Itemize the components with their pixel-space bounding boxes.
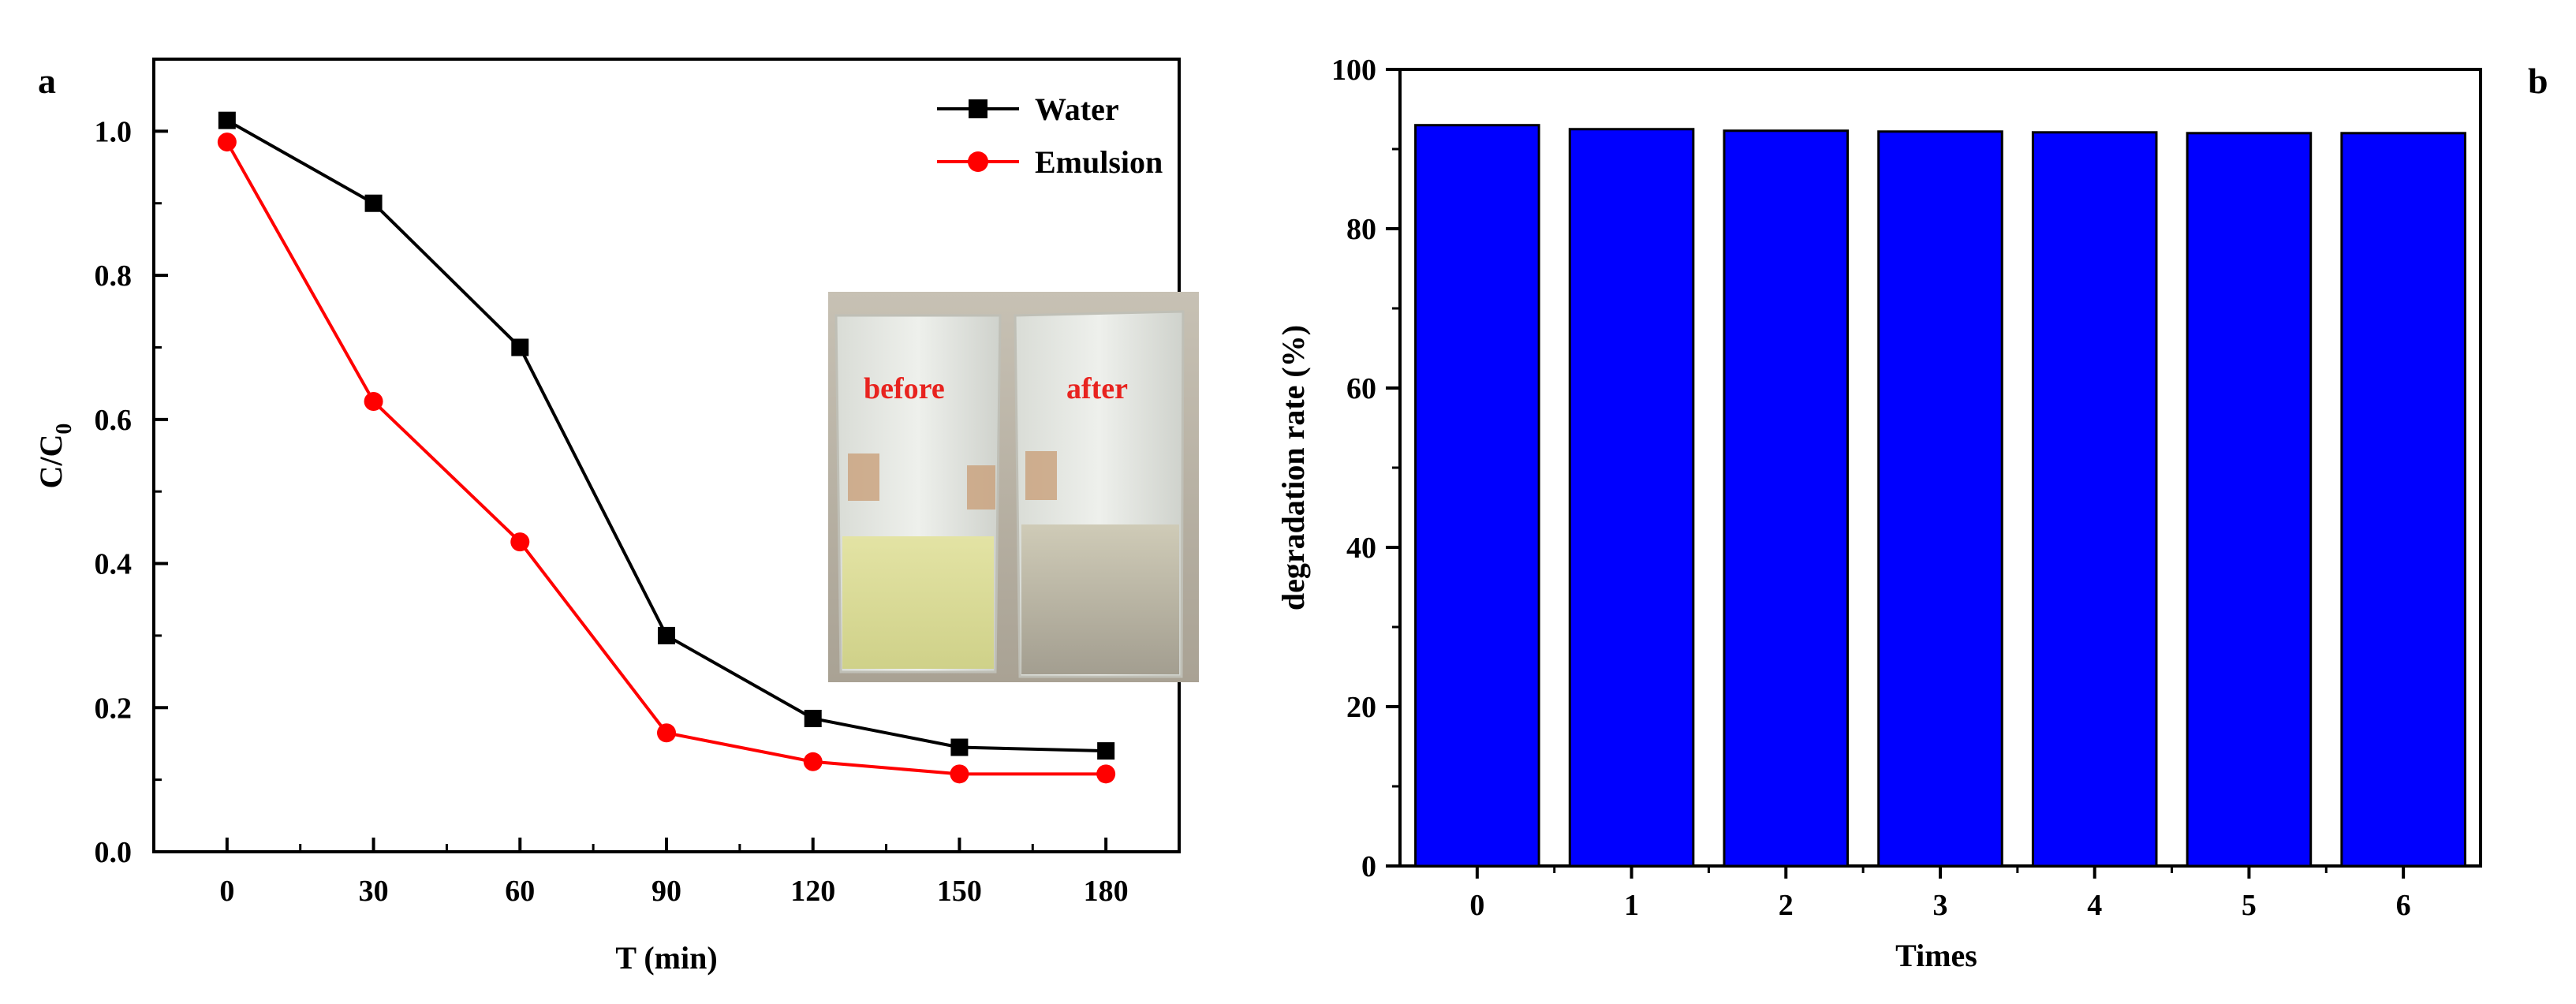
data-point-water (511, 338, 529, 356)
bar-0 (1414, 124, 1540, 868)
x-tick-label-a: 60 (505, 875, 535, 908)
x-tick-label-a: 150 (937, 875, 982, 908)
data-point-water (364, 194, 383, 212)
liquid-before (842, 536, 994, 669)
data-point-emulsion (1096, 764, 1116, 784)
y-axis-title-a: C/C0 (33, 424, 77, 489)
bar-1 (1568, 128, 1695, 868)
panel-label-b: b (2528, 61, 2548, 101)
y-tick-label-b: 60 (1346, 372, 1376, 405)
data-point-water (1097, 742, 1115, 760)
y-tick-label-b: 0 (1361, 850, 1376, 883)
y-tick-label-a: 0.0 (95, 836, 133, 869)
x-tick-label-a: 30 (359, 875, 389, 908)
bar-6 (2340, 132, 2466, 868)
x-tick-label-a: 0 (219, 875, 234, 908)
x-axis-title-b: Times (1895, 938, 1977, 973)
legend-marker-emulsion (968, 151, 988, 172)
y-tick-label-b: 20 (1346, 691, 1376, 724)
data-point-emulsion (364, 391, 383, 411)
x-tick-label-a: 180 (1084, 875, 1129, 908)
y-tick-label-a: 0.4 (95, 548, 133, 581)
x-tick-label-a: 120 (790, 875, 835, 908)
x-tick-label-b: 3 (1933, 889, 1948, 922)
svg-text:C/C0: C/C0 (33, 424, 77, 489)
legend-label-emulsion: Emulsion (1035, 144, 1163, 180)
photo-label-after: after (1066, 372, 1128, 405)
beaker-label-patch (967, 465, 995, 509)
y-tick-label-b: 80 (1346, 213, 1376, 246)
y-tick-label-a: 0.2 (95, 692, 133, 725)
inset-photo-beakers: before after (828, 292, 1199, 682)
bars-b (1414, 124, 2466, 868)
y-tick-label-a: 0.6 (95, 404, 133, 437)
bar-3 (1877, 130, 2003, 868)
photo-label-before: before (864, 372, 945, 405)
x-tick-label-a: 90 (651, 875, 681, 908)
y-axis-title-main: C/C (33, 435, 69, 489)
beaker-label-patch (848, 453, 879, 501)
data-point-emulsion (510, 532, 530, 552)
axes-a: 0 30 60 90 120 150 180 0.0 0.2 0.4 0.6 0.8 1.0 (95, 58, 1129, 908)
liquid-after (1021, 524, 1179, 674)
x-tick-label-b: 4 (2087, 889, 2102, 922)
y-tick-label-a: 1.0 (95, 115, 133, 148)
x-tick-label-b: 2 (1779, 889, 1794, 922)
x-tick-label-b: 5 (2242, 889, 2257, 922)
data-point-emulsion (657, 723, 676, 743)
legend-a: Water Emulsion (937, 91, 1163, 180)
data-point-water (658, 626, 675, 644)
bar-5 (2186, 132, 2313, 868)
y-axis-title-subscript: 0 (52, 424, 77, 435)
legend-marker-water (969, 99, 987, 118)
data-point-emulsion (217, 132, 237, 152)
y-tick-label-b: 100 (1331, 54, 1376, 87)
data-point-emulsion (803, 752, 823, 771)
data-point-water (950, 738, 969, 756)
data-point-water (804, 709, 822, 727)
y-tick-label-b: 40 (1346, 532, 1376, 565)
panel-label-a: a (38, 61, 56, 101)
panel-a-line-chart: before after 0 30 60 90 120 150 180 0.0 0.2 0.4 0.… (33, 58, 1199, 976)
x-axis-title-a: T (min) (615, 940, 717, 976)
x-tick-label-b: 0 (1469, 889, 1484, 922)
x-tick-label-b: 6 (2396, 889, 2411, 922)
bar-4 (2031, 131, 2158, 868)
legend-label-water: Water (1035, 91, 1119, 127)
data-point-water (218, 111, 236, 129)
data-point-emulsion (950, 764, 969, 784)
x-tick-label-b: 1 (1624, 889, 1639, 922)
bar-2 (1723, 129, 1850, 868)
series-a (217, 111, 1116, 784)
beaker-label-patch (1025, 451, 1057, 500)
y-axis-title-b: degradation rate (%) (1275, 325, 1311, 610)
y-tick-label-a: 0.8 (95, 259, 133, 293)
